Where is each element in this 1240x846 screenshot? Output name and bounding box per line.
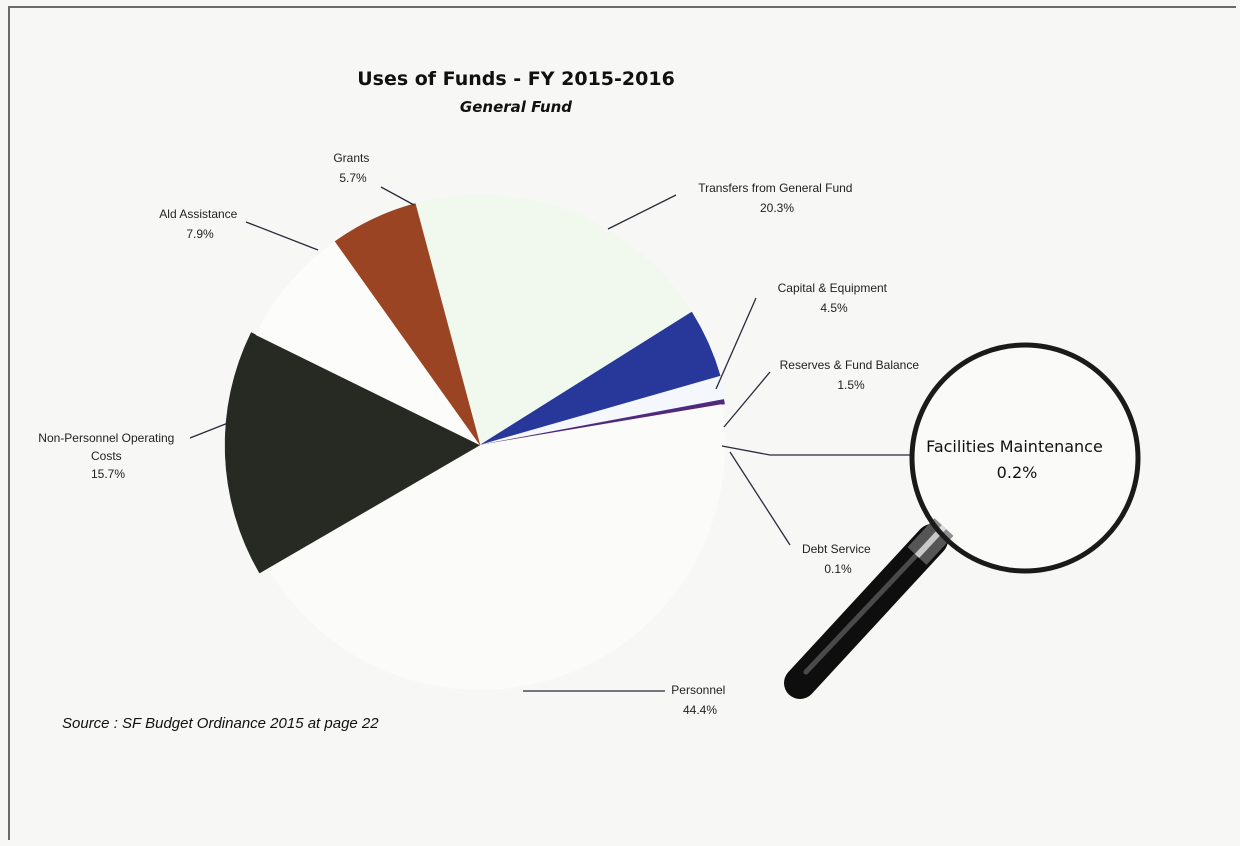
- leader-nonpersonnel: [189, 422, 229, 439]
- label-capital-value: 4.5%: [820, 301, 848, 315]
- label-personnel: Personnel 44.4%: [671, 683, 728, 717]
- leader-lines: [189, 186, 910, 692]
- label-reserves-value: 1.5%: [837, 378, 865, 392]
- label-reserves: Reserves & Fund Balance 1.5%: [780, 358, 923, 392]
- pie-slice-non-personnel-operating-costs: [224, 332, 481, 574]
- leader-grants: [380, 186, 415, 206]
- label-reserves-name: Reserves & Fund Balance: [780, 358, 920, 372]
- pie-slice-reserves-fund-balance: [479, 375, 726, 446]
- label-transfers: Transfers from General Fund 20.3%: [698, 181, 856, 215]
- label-capital: Capital & Equipment 4.5%: [778, 281, 891, 315]
- magnifier-label: Facilities Maintenance 0.2%: [926, 437, 1108, 482]
- label-aid-name: Ald Assistance: [159, 207, 237, 221]
- label-grants: Grants 5.7%: [333, 151, 372, 185]
- leader-transfers: [607, 194, 677, 230]
- pie-slice-grants: [334, 203, 481, 446]
- label-debt-value: 0.1%: [824, 562, 852, 576]
- leader-facilities: [721, 445, 910, 456]
- label-aid: Ald Assistance 7.9%: [159, 207, 240, 241]
- pie-slice-debt-service: [479, 402, 725, 446]
- leader-aid: [245, 221, 319, 251]
- label-transfers-name: Transfers from General Fund: [698, 181, 852, 195]
- magnifier-label-value: 0.2%: [997, 463, 1038, 482]
- label-personnel-name: Personnel: [671, 683, 725, 697]
- leader-capital: [715, 297, 757, 390]
- pie-slice-personnel: [267, 404, 726, 691]
- leader-reserves: [723, 371, 771, 428]
- pie-slice-aid-assistance: [255, 241, 481, 446]
- label-nonpersonnel-name2: Costs: [91, 449, 122, 463]
- label-personnel-value: 44.4%: [683, 703, 717, 717]
- label-nonpersonnel: Non-Personnel Operating Costs 15.7%: [38, 431, 177, 481]
- label-debt: Debt Service 0.1%: [802, 542, 874, 576]
- label-capital-name: Capital & Equipment: [778, 281, 888, 295]
- pie-slices: [224, 194, 726, 691]
- label-nonpersonnel-name: Non-Personnel Operating: [38, 431, 174, 445]
- label-transfers-value: 20.3%: [760, 201, 794, 215]
- chart-title: Uses of Funds - FY 2015-2016: [357, 68, 675, 90]
- source-note: Source : SF Budget Ordinance 2015 at pag…: [62, 715, 379, 732]
- label-aid-value: 7.9%: [186, 227, 214, 241]
- chart-subtitle: General Fund: [460, 98, 572, 116]
- magnifier-lens: [909, 342, 1141, 574]
- label-nonpersonnel-value: 15.7%: [91, 467, 125, 481]
- label-debt-name: Debt Service: [802, 542, 871, 556]
- magnifier-handle-highlight: [803, 544, 927, 675]
- label-grants-name: Grants: [333, 151, 369, 165]
- pie-slice-transfers-from-general-fund: [414, 194, 693, 446]
- page-frame: [8, 6, 1236, 840]
- label-grants-value: 5.7%: [339, 171, 367, 185]
- magnifier-icon: Facilities Maintenance 0.2%: [784, 342, 1141, 699]
- leader-debt: [729, 451, 791, 546]
- magnifier-label-name: Facilities Maintenance: [926, 437, 1103, 456]
